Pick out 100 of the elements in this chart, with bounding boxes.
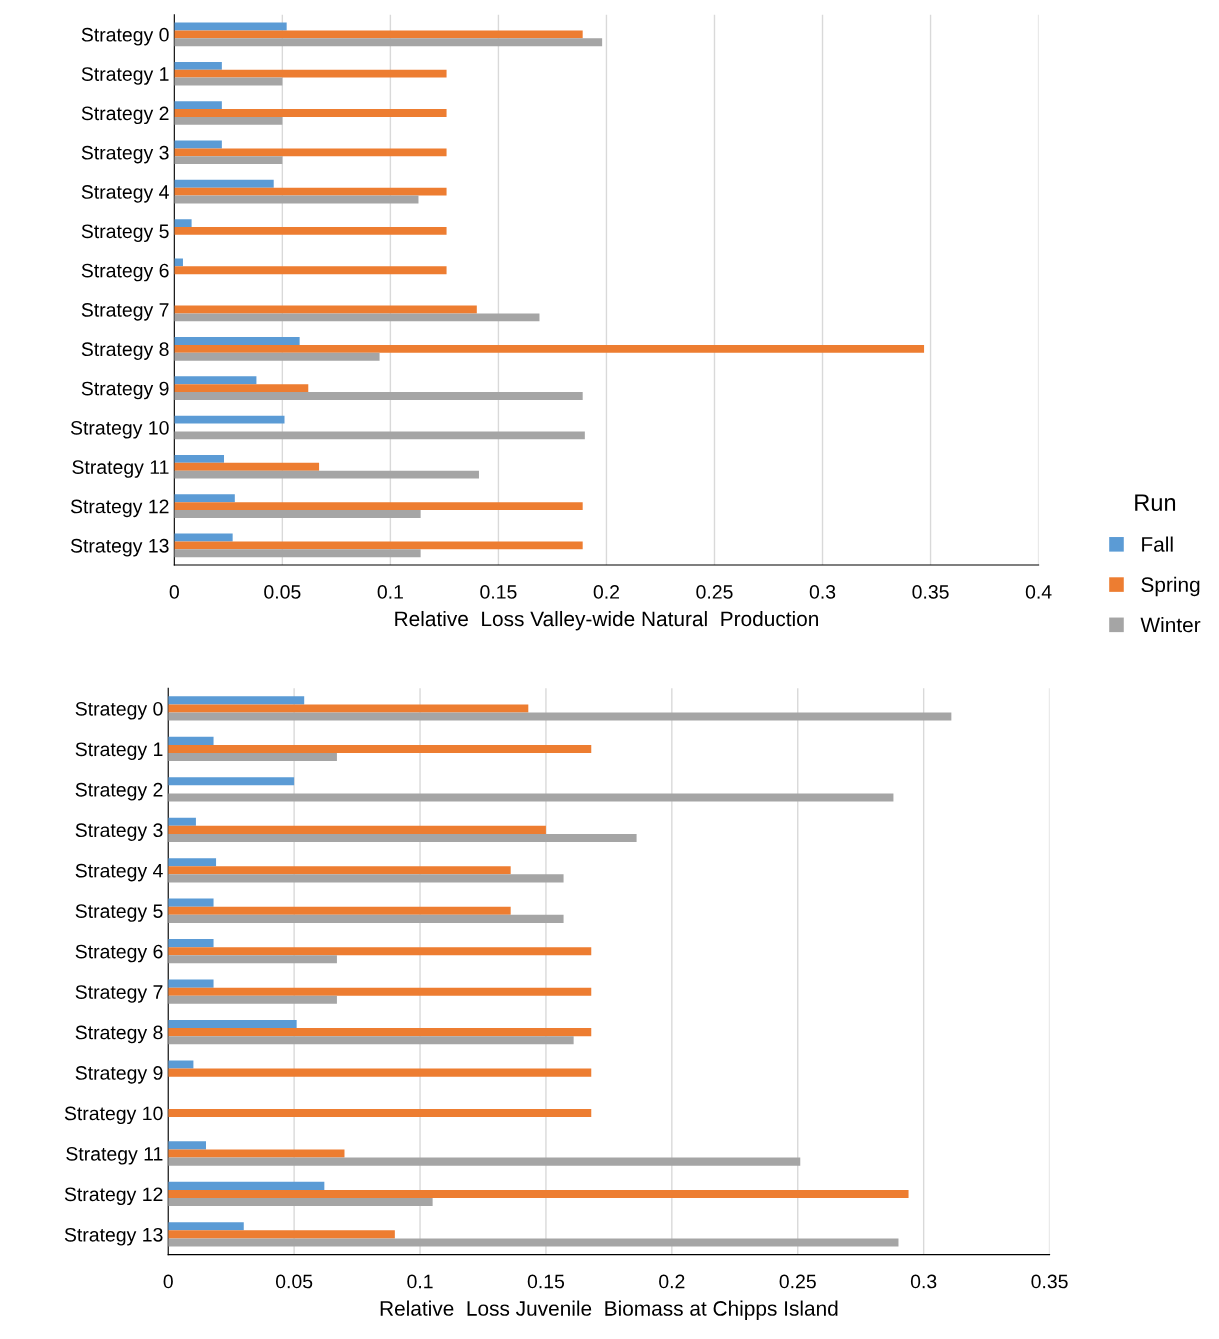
bar bbox=[168, 858, 217, 867]
bar bbox=[174, 116, 283, 125]
bar bbox=[174, 187, 447, 196]
bar bbox=[168, 1149, 345, 1158]
bar bbox=[168, 752, 337, 762]
x-tick-label: 0.25 bbox=[696, 585, 733, 599]
bar bbox=[174, 462, 320, 471]
y-tick-label: Strategy 8 bbox=[81, 342, 169, 360]
bar bbox=[174, 148, 447, 157]
x-tick-label: 0.2 bbox=[659, 1274, 685, 1289]
bar bbox=[174, 392, 583, 400]
bar bbox=[174, 431, 585, 440]
y-tick-label: Strategy 0 bbox=[81, 27, 169, 46]
y-tick-label: Strategy 5 bbox=[81, 224, 169, 243]
bar bbox=[174, 415, 285, 424]
x-tick-label: 0.3 bbox=[809, 585, 836, 599]
bar bbox=[168, 712, 952, 721]
bar bbox=[168, 866, 511, 875]
bar bbox=[168, 1157, 801, 1166]
bar bbox=[168, 1109, 592, 1118]
bar bbox=[174, 101, 222, 110]
bar bbox=[174, 549, 421, 558]
x-tick-label: 0.15 bbox=[480, 585, 517, 599]
bar bbox=[174, 266, 447, 275]
bar bbox=[168, 833, 637, 842]
x-tick-label: 0 bbox=[163, 1274, 173, 1289]
bar bbox=[174, 179, 274, 188]
bar bbox=[168, 777, 295, 786]
y-tick-label: Strategy 11 bbox=[66, 1146, 163, 1165]
y-tick-label: Strategy 6 bbox=[81, 263, 169, 282]
bar bbox=[168, 947, 592, 956]
bar bbox=[174, 502, 583, 511]
legend-label: Fall bbox=[1142, 536, 1173, 552]
y-tick-label: Strategy 12 bbox=[64, 1187, 163, 1206]
bar bbox=[168, 1019, 297, 1029]
bar bbox=[174, 61, 222, 70]
y-tick-label: Strategy 7 bbox=[81, 303, 169, 321]
x-tick-label: 0.4 bbox=[1025, 585, 1052, 599]
x-tick-label: 0.05 bbox=[275, 1274, 313, 1289]
legend-label: Winter bbox=[1140, 617, 1201, 633]
y-tick-label: Strategy 4 bbox=[81, 185, 169, 203]
legend-label: Spring bbox=[1141, 576, 1200, 597]
bar bbox=[168, 979, 214, 988]
bar bbox=[168, 874, 564, 883]
x-tick-label: 0.3 bbox=[910, 1274, 937, 1289]
bar bbox=[168, 744, 592, 753]
bar bbox=[168, 704, 529, 713]
bar bbox=[168, 1181, 325, 1190]
bar bbox=[168, 914, 564, 923]
x-tick-label: 0 bbox=[169, 585, 179, 599]
x-tick-label: 0.25 bbox=[779, 1274, 816, 1289]
bar bbox=[168, 1238, 899, 1247]
y-tick-label: Strategy 9 bbox=[81, 381, 169, 400]
bar bbox=[174, 258, 183, 267]
x-tick-label: 0.15 bbox=[527, 1274, 565, 1289]
y-tick-label: Strategy 13 bbox=[70, 538, 169, 557]
y-tick-label: Strategy 11 bbox=[72, 460, 169, 478]
bar bbox=[174, 227, 447, 235]
bar bbox=[174, 30, 583, 39]
bar bbox=[174, 313, 540, 322]
bar bbox=[168, 906, 511, 915]
bar bbox=[168, 825, 546, 834]
x-tick-label: 0.1 bbox=[377, 585, 403, 599]
legend-title: Run bbox=[1135, 494, 1176, 512]
bar bbox=[168, 987, 592, 996]
y-tick-label: Strategy 10 bbox=[70, 420, 169, 439]
bar bbox=[168, 995, 337, 1004]
bar bbox=[174, 494, 235, 503]
x-tick-label: 0.2 bbox=[593, 585, 619, 599]
bar bbox=[168, 736, 214, 745]
bar bbox=[168, 793, 894, 802]
y-tick-label: Strategy 6 bbox=[75, 944, 163, 963]
y-tick-label: Strategy 10 bbox=[64, 1106, 163, 1125]
y-tick-label: Strategy 12 bbox=[70, 499, 169, 518]
x-axis-title: Relative Loss Juvenile Biomass at Chipps Island bbox=[380, 1300, 838, 1320]
bar bbox=[168, 955, 337, 964]
bar bbox=[174, 156, 283, 165]
bar bbox=[168, 1189, 909, 1198]
y-tick-label: Strategy 9 bbox=[75, 1066, 163, 1084]
bar bbox=[168, 1141, 206, 1150]
x-tick-label: 0.1 bbox=[407, 1274, 433, 1289]
x-tick-label: 0.05 bbox=[264, 585, 301, 599]
y-tick-label: Strategy 1 bbox=[75, 742, 163, 761]
bar bbox=[168, 1068, 592, 1077]
y-tick-label: Strategy 1 bbox=[81, 67, 169, 85]
bar bbox=[168, 696, 305, 705]
x-axis-title: Relative Loss Valley-wide Natural Production bbox=[395, 610, 818, 631]
y-tick-label: Strategy 2 bbox=[81, 106, 169, 125]
y-tick-label: Strategy 7 bbox=[75, 985, 163, 1003]
bar bbox=[174, 352, 380, 361]
bar bbox=[174, 109, 447, 117]
bar bbox=[174, 470, 479, 479]
bar bbox=[168, 898, 214, 907]
bar bbox=[168, 1036, 574, 1045]
bar bbox=[174, 219, 192, 227]
bar bbox=[174, 541, 583, 550]
bar bbox=[168, 1198, 433, 1207]
bar bbox=[174, 454, 225, 463]
x-tick-label: 0.35 bbox=[1031, 1274, 1068, 1289]
bar bbox=[174, 376, 257, 385]
